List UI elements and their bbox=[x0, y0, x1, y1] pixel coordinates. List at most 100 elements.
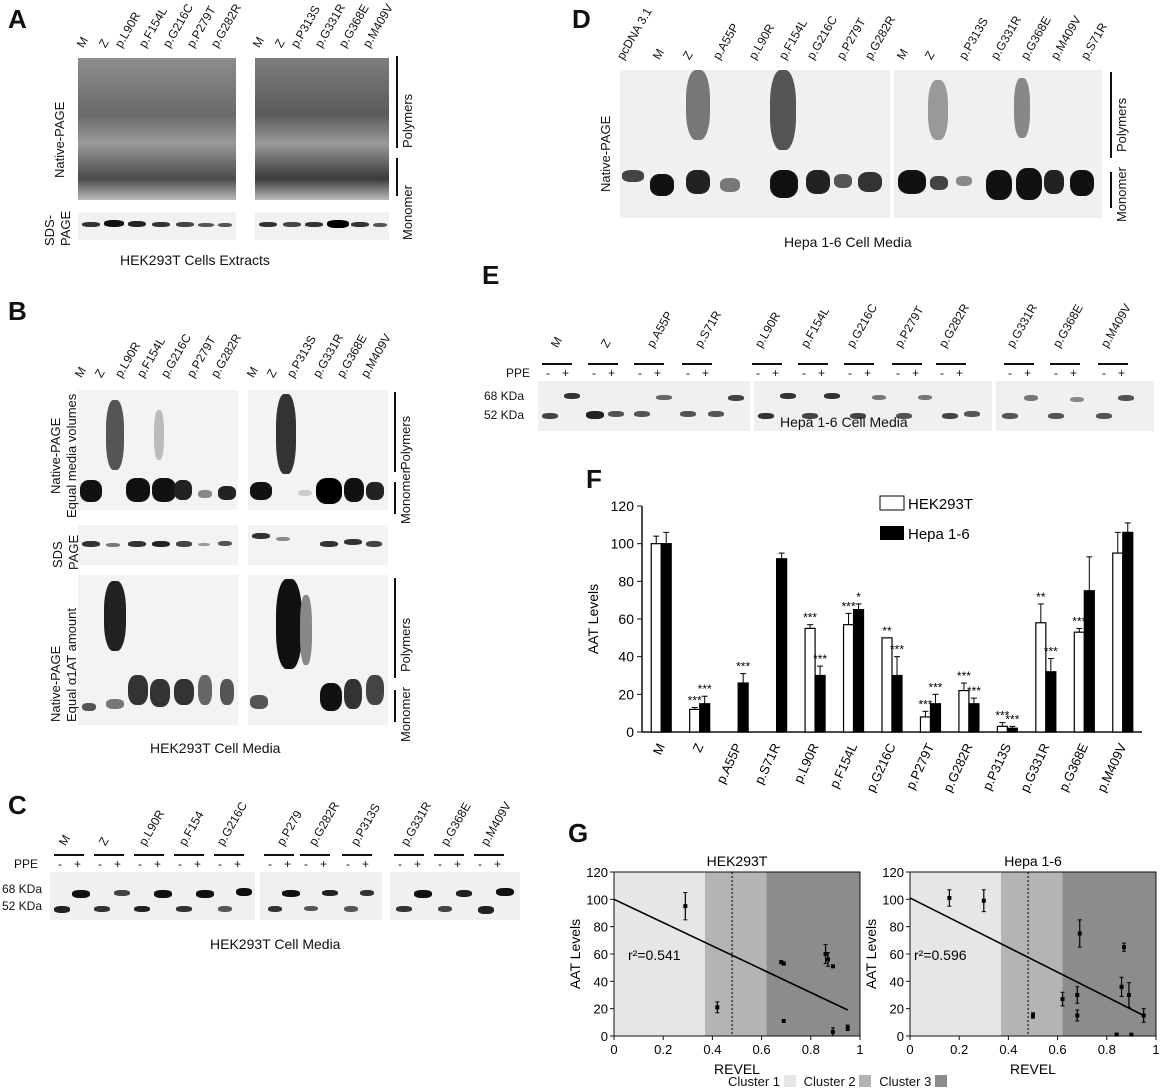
ppe-minus-sign: - bbox=[304, 857, 308, 871]
ppe-minus-sign: - bbox=[218, 857, 222, 871]
bar-hek293t bbox=[996, 725, 1008, 733]
gel-band bbox=[634, 411, 650, 417]
panel-c-letter: C bbox=[8, 790, 27, 820]
lane-label: p.P313S bbox=[347, 801, 384, 848]
gel-band bbox=[80, 480, 102, 502]
panel-b-monomer-label: Monomer bbox=[398, 469, 413, 524]
lane-label: Z bbox=[271, 36, 288, 50]
lane-label: p.G368E bbox=[437, 799, 474, 848]
lane-pair-bar bbox=[1004, 363, 1034, 365]
lane-pair-bar bbox=[394, 854, 424, 856]
cluster-band-2 bbox=[1001, 872, 1063, 1036]
gel-band bbox=[300, 595, 312, 665]
panel-g-scatter-hepa: 0 20 40 60 80 100 120 0 0.2 0.4 0.6 0.8 1 REVEL AAT Le… bbox=[863, 853, 1160, 1077]
gel-band bbox=[728, 395, 744, 401]
lane-pair-bar bbox=[752, 363, 782, 365]
gel-band bbox=[82, 222, 100, 227]
data-point bbox=[1031, 1013, 1035, 1018]
lane-pair-bar bbox=[94, 854, 124, 856]
gel-band bbox=[438, 906, 452, 912]
panel-e-ppe-label: PPE bbox=[506, 366, 531, 380]
x-axis-label: REVEL bbox=[714, 1061, 760, 1077]
gel-band bbox=[316, 478, 342, 504]
gel-band bbox=[198, 543, 210, 546]
panel-a-letter: A bbox=[8, 4, 27, 34]
gel-band bbox=[82, 703, 96, 711]
x-tick-label: 0.2 bbox=[654, 1042, 672, 1057]
x-tick-label: p.S71R bbox=[751, 741, 783, 787]
x-tick-label: 0.2 bbox=[950, 1042, 968, 1057]
bar-hepa bbox=[699, 703, 711, 733]
plot-title: Hepa 1-6 bbox=[1004, 853, 1062, 869]
gel-band bbox=[930, 176, 948, 190]
gel-band bbox=[128, 221, 146, 227]
y-tick-label: 40 bbox=[594, 974, 608, 989]
data-point bbox=[845, 1025, 850, 1030]
significance-marker: *** bbox=[1072, 614, 1086, 628]
gel-band bbox=[872, 395, 886, 400]
y-tick-label: 120 bbox=[611, 498, 635, 514]
y-axis-label: AAT Levels bbox=[863, 919, 879, 989]
gel-band bbox=[608, 411, 624, 417]
x-tick-label: p.F154L bbox=[827, 741, 861, 791]
gel-band bbox=[396, 906, 412, 912]
x-tick-label: Z bbox=[689, 741, 706, 755]
gel-band bbox=[650, 174, 674, 196]
gel-band bbox=[305, 222, 323, 227]
y-axis-label: AAT Levels bbox=[585, 584, 601, 654]
bar-hepa bbox=[1083, 590, 1095, 733]
panel-a-caption: HEK293T Cells Extracts bbox=[120, 252, 270, 268]
gel-band bbox=[176, 541, 192, 547]
gel-band bbox=[366, 541, 382, 547]
gel-band bbox=[174, 480, 192, 500]
gel-band bbox=[322, 890, 338, 896]
significance-marker: *** bbox=[918, 697, 932, 711]
gel-band bbox=[344, 539, 362, 545]
x-tick-label: p.G331R bbox=[1017, 741, 1053, 795]
x-tick-label: 0.4 bbox=[703, 1042, 721, 1057]
gel-band bbox=[176, 222, 194, 227]
y-tick-label: 40 bbox=[618, 649, 634, 665]
gel-band bbox=[964, 411, 980, 417]
gel-band bbox=[282, 890, 300, 897]
data-point bbox=[1060, 997, 1065, 1002]
lane-pair-bar bbox=[134, 854, 164, 856]
gel-band bbox=[656, 395, 672, 400]
panel-b-native2-label-a: Native-PAGE bbox=[48, 645, 63, 722]
gel-band bbox=[414, 890, 432, 898]
lane-label: p.G282R bbox=[305, 799, 343, 848]
panel-b-native2-label-b: Equal α1AT amount bbox=[64, 608, 79, 722]
cluster-legend-swatch bbox=[859, 1075, 872, 1087]
lane-label: p.L90R bbox=[751, 309, 784, 350]
gel-band bbox=[259, 222, 277, 227]
ppe-minus-sign: - bbox=[268, 857, 272, 871]
panel-b-sds-gel-right bbox=[248, 525, 388, 565]
panel-a-native-gel-right bbox=[255, 58, 389, 200]
panel-c-kda52: 52 KDa bbox=[2, 899, 43, 913]
gel-band bbox=[320, 541, 338, 547]
lane-label: p.P313S bbox=[955, 15, 992, 62]
data-point bbox=[781, 1018, 786, 1023]
x-tick-label: 0.6 bbox=[753, 1042, 771, 1057]
gel-band bbox=[564, 393, 580, 399]
y-tick-label: 100 bbox=[882, 892, 904, 907]
lane-pair-bar bbox=[936, 363, 966, 365]
significance-marker: *** bbox=[967, 684, 981, 698]
gel-band bbox=[366, 482, 384, 500]
ppe-minus-sign: - bbox=[1054, 366, 1058, 380]
data-point bbox=[830, 964, 835, 969]
gel-band bbox=[850, 413, 866, 419]
data-point bbox=[830, 1029, 835, 1034]
y-tick-label: 100 bbox=[611, 536, 635, 552]
panel-e-gel-1 bbox=[538, 381, 750, 431]
lane-label: p.M409V bbox=[1097, 301, 1135, 350]
x-tick-label: p.G216C bbox=[863, 741, 899, 795]
data-point bbox=[823, 952, 828, 956]
legend-swatch-hek293t bbox=[879, 495, 905, 511]
lane-label: M bbox=[71, 364, 89, 380]
ppe-plus-sign: + bbox=[864, 366, 872, 380]
gel-band bbox=[858, 172, 882, 192]
bar-hek293t bbox=[842, 624, 855, 733]
x-tick-label: 0.8 bbox=[802, 1042, 820, 1057]
panel-b-polymers2-label: Polymers bbox=[398, 617, 413, 672]
